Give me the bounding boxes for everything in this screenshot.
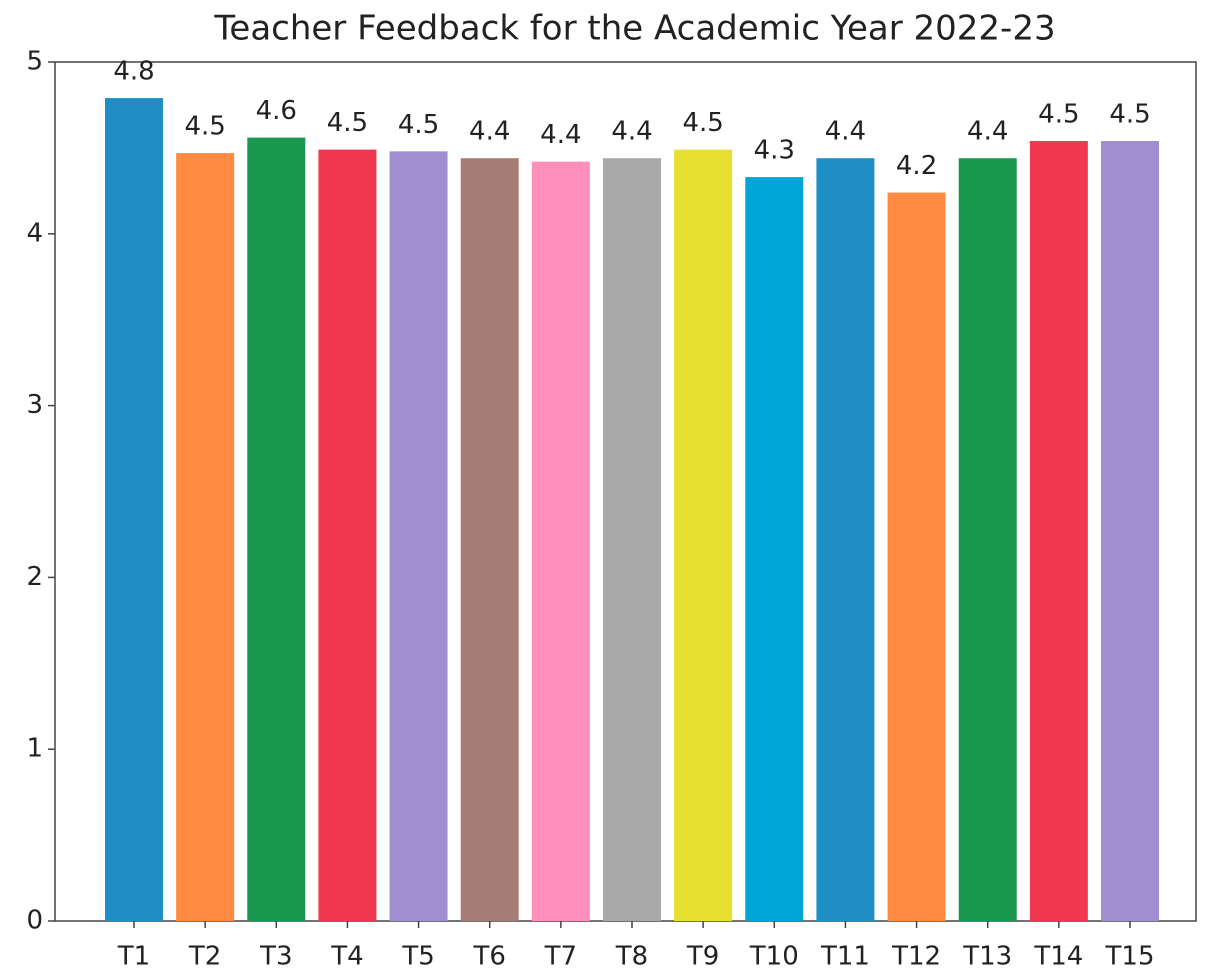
value-label: 4.5 [1109,100,1150,130]
x-tick-label: T12 [891,942,941,972]
bar [318,149,377,922]
bar [247,137,306,922]
x-tick-label: T11 [820,942,870,972]
value-label: 4.4 [967,117,1008,147]
value-label: 4.8 [113,57,154,87]
bar [674,149,733,922]
x-tick-label: T9 [686,942,719,972]
x-tick-label: T2 [188,942,221,972]
bar [745,177,804,921]
x-tick-label: T6 [472,942,505,972]
value-label: 4.5 [682,108,723,138]
bar [460,158,519,921]
value-label: 4.3 [754,136,795,166]
x-tick-label: T7 [544,942,577,972]
x-tick-label: T10 [749,942,799,972]
y-tick-label: 3 [26,390,43,420]
x-tick-label: T3 [259,942,292,972]
bar [1101,141,1159,921]
bar [887,192,946,921]
value-label: 4.5 [1038,100,1079,130]
x-tick-label: T5 [401,942,434,972]
value-label: 4.4 [469,117,510,147]
value-label: 4.5 [184,112,225,142]
bar [603,158,661,921]
x-tick-label: T8 [615,942,648,972]
value-label: 4.4 [540,120,581,150]
bar [958,158,1017,921]
x-tick-label: T1 [117,942,150,972]
x-tick-label: T13 [962,942,1012,972]
y-tick-label: 0 [26,906,43,936]
value-label: 4.4 [825,117,866,147]
y-tick-label: 4 [26,218,43,248]
value-label: 4.5 [398,110,439,140]
x-tick-label: T4 [330,942,363,972]
bar [816,158,875,921]
value-label: 4.4 [611,117,652,147]
bar [1029,141,1088,921]
value-label: 4.6 [256,96,297,126]
value-label: 4.2 [896,151,937,181]
value-label: 4.5 [327,108,368,138]
bar [389,151,448,921]
y-tick-label: 2 [26,562,43,592]
bar [176,153,235,921]
bar [531,161,590,922]
x-tick-label: T15 [1105,942,1155,972]
x-tick-label: T14 [1033,942,1083,972]
y-tick-label: 1 [26,734,43,764]
y-tick-label: 5 [26,47,43,77]
bar [105,98,163,921]
chart-title: Teacher Feedback for the Academic Year 2… [213,9,1055,49]
